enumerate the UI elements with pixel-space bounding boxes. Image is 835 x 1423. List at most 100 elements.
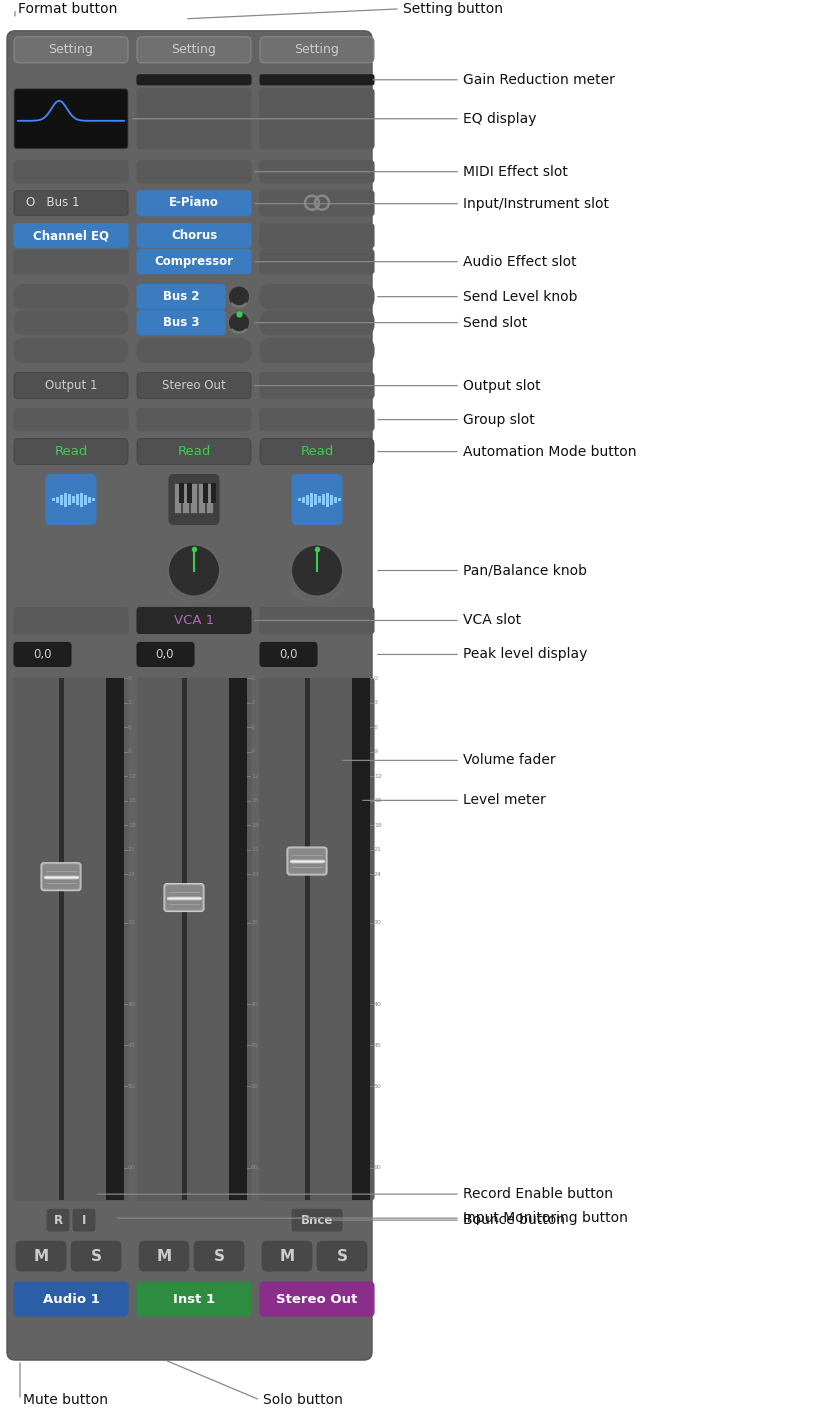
FancyBboxPatch shape bbox=[46, 1208, 70, 1232]
Text: 40: 40 bbox=[251, 1002, 259, 1007]
FancyBboxPatch shape bbox=[260, 88, 374, 149]
Text: 12: 12 bbox=[374, 774, 382, 778]
FancyBboxPatch shape bbox=[137, 642, 194, 666]
FancyBboxPatch shape bbox=[164, 884, 204, 912]
Bar bbox=[302, 497, 305, 502]
Text: 21: 21 bbox=[374, 847, 382, 852]
Bar bbox=[352, 679, 370, 1200]
Text: M: M bbox=[33, 1248, 48, 1264]
Bar bbox=[68, 494, 70, 505]
Text: Volume fader: Volume fader bbox=[463, 753, 555, 767]
FancyBboxPatch shape bbox=[137, 339, 251, 363]
FancyBboxPatch shape bbox=[14, 37, 128, 63]
FancyBboxPatch shape bbox=[14, 249, 128, 273]
Text: Output 1: Output 1 bbox=[45, 379, 97, 393]
Bar bbox=[186, 482, 191, 502]
Text: O   Bus 1: O Bus 1 bbox=[26, 196, 79, 209]
FancyBboxPatch shape bbox=[137, 75, 251, 85]
Text: 21: 21 bbox=[128, 847, 136, 852]
FancyBboxPatch shape bbox=[14, 88, 128, 149]
Text: 24: 24 bbox=[251, 871, 259, 877]
FancyBboxPatch shape bbox=[14, 1282, 128, 1316]
Bar bbox=[338, 498, 341, 501]
FancyBboxPatch shape bbox=[7, 31, 372, 1360]
Text: Pan/Balance knob: Pan/Balance knob bbox=[463, 564, 587, 578]
Bar bbox=[198, 482, 205, 512]
Text: Format button: Format button bbox=[18, 1, 118, 16]
FancyBboxPatch shape bbox=[43, 865, 79, 889]
FancyBboxPatch shape bbox=[260, 223, 374, 248]
Bar bbox=[206, 482, 213, 512]
FancyBboxPatch shape bbox=[260, 608, 374, 633]
FancyBboxPatch shape bbox=[70, 1239, 122, 1272]
Text: VCA slot: VCA slot bbox=[463, 613, 521, 628]
Text: 60: 60 bbox=[128, 1165, 136, 1170]
FancyBboxPatch shape bbox=[137, 438, 251, 464]
Text: 60: 60 bbox=[374, 1165, 382, 1170]
Bar bbox=[210, 482, 215, 502]
Text: 6: 6 bbox=[374, 724, 378, 730]
Bar bbox=[203, 482, 208, 502]
FancyBboxPatch shape bbox=[14, 339, 128, 363]
Bar bbox=[106, 679, 124, 1200]
Text: VCA 1: VCA 1 bbox=[174, 613, 214, 628]
Text: Read: Read bbox=[177, 445, 210, 458]
FancyBboxPatch shape bbox=[14, 679, 128, 1200]
Bar bbox=[174, 482, 181, 512]
Text: 50: 50 bbox=[374, 1083, 382, 1089]
FancyBboxPatch shape bbox=[291, 1208, 343, 1232]
Text: S: S bbox=[90, 1248, 102, 1264]
Circle shape bbox=[228, 286, 250, 307]
Text: 3: 3 bbox=[251, 700, 255, 706]
Text: 9: 9 bbox=[251, 750, 255, 754]
Bar bbox=[179, 482, 184, 502]
Bar bbox=[182, 482, 189, 512]
FancyBboxPatch shape bbox=[260, 642, 317, 666]
Text: Inst 1: Inst 1 bbox=[173, 1292, 215, 1305]
Text: EQ display: EQ display bbox=[463, 112, 537, 125]
Bar bbox=[310, 492, 312, 507]
Bar bbox=[92, 498, 94, 501]
FancyBboxPatch shape bbox=[193, 1239, 245, 1272]
Text: 45: 45 bbox=[374, 1043, 382, 1047]
Circle shape bbox=[228, 312, 250, 333]
Text: 15: 15 bbox=[374, 798, 382, 803]
FancyBboxPatch shape bbox=[260, 285, 374, 309]
FancyBboxPatch shape bbox=[260, 37, 374, 63]
Text: 3: 3 bbox=[374, 700, 378, 706]
Bar bbox=[334, 497, 337, 502]
Bar bbox=[80, 492, 83, 507]
Bar bbox=[88, 497, 90, 502]
Text: Record Enable button: Record Enable button bbox=[463, 1187, 613, 1201]
Text: Bus 3: Bus 3 bbox=[163, 316, 200, 329]
FancyBboxPatch shape bbox=[14, 373, 128, 398]
Text: Read: Read bbox=[301, 445, 334, 458]
Text: 60: 60 bbox=[251, 1165, 259, 1170]
Bar bbox=[326, 492, 328, 507]
FancyBboxPatch shape bbox=[137, 408, 251, 431]
Text: 18: 18 bbox=[374, 822, 382, 828]
FancyBboxPatch shape bbox=[14, 191, 128, 216]
Text: 15: 15 bbox=[251, 798, 259, 803]
Text: Automation Mode button: Automation Mode button bbox=[463, 444, 636, 458]
Text: 6: 6 bbox=[251, 724, 255, 730]
FancyBboxPatch shape bbox=[289, 850, 325, 874]
Text: Solo button: Solo button bbox=[263, 1393, 343, 1407]
Text: Read: Read bbox=[54, 445, 88, 458]
Bar bbox=[314, 494, 316, 505]
Text: Input Monitoring button: Input Monitoring button bbox=[463, 1211, 628, 1225]
FancyBboxPatch shape bbox=[14, 642, 71, 666]
Text: Stereo Out: Stereo Out bbox=[276, 1292, 357, 1305]
Text: 30: 30 bbox=[251, 921, 259, 925]
Text: 0,0: 0,0 bbox=[279, 647, 297, 660]
FancyBboxPatch shape bbox=[316, 1239, 368, 1272]
Text: 24: 24 bbox=[128, 871, 136, 877]
FancyBboxPatch shape bbox=[260, 191, 374, 216]
FancyBboxPatch shape bbox=[137, 37, 251, 63]
Bar bbox=[64, 492, 67, 507]
Text: 50: 50 bbox=[251, 1083, 259, 1089]
Text: 0: 0 bbox=[251, 676, 255, 682]
FancyBboxPatch shape bbox=[260, 339, 374, 363]
Text: 0: 0 bbox=[128, 676, 132, 682]
Bar bbox=[298, 498, 301, 501]
